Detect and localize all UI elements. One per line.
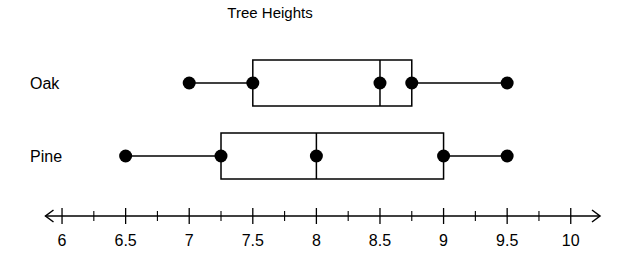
- x-tick: [507, 208, 508, 224]
- x-tick-label: 9: [439, 232, 448, 249]
- x-tick-label: 6.5: [114, 232, 136, 249]
- box: [221, 133, 444, 179]
- x-minor-tick: [220, 211, 221, 221]
- min-point: [119, 150, 132, 163]
- q3-point: [437, 150, 450, 163]
- category-label: Oak: [30, 75, 60, 92]
- x-minor-tick: [411, 211, 412, 221]
- x-tick-label: 8: [312, 232, 321, 249]
- x-tick: [379, 208, 380, 224]
- q3-point: [405, 77, 418, 90]
- x-tick-label: 10: [562, 232, 580, 249]
- axis-arrow: [592, 210, 600, 222]
- whisker: [189, 82, 253, 84]
- x-axis-line: [46, 215, 601, 217]
- x-tick: [252, 208, 253, 224]
- x-minor-tick: [284, 211, 285, 221]
- median-point: [373, 77, 386, 90]
- x-tick: [570, 208, 571, 224]
- x-minor-tick: [538, 211, 539, 221]
- title: Tree Heights: [227, 4, 312, 21]
- whisker: [412, 82, 507, 84]
- x-tick: [125, 208, 126, 224]
- median-point: [310, 150, 323, 163]
- chart: Tree Heights 6 6.5 7 7.5 8 8.5 9 9.5 10 Oak Pine: [0, 0, 620, 258]
- x-minor-tick: [93, 211, 94, 221]
- max-point: [501, 77, 514, 90]
- x-minor-tick: [348, 211, 349, 221]
- x-tick-label: 6: [58, 232, 67, 249]
- x-minor-tick: [157, 211, 158, 221]
- whisker: [126, 155, 221, 157]
- x-minor-tick: [475, 211, 476, 221]
- box: [253, 60, 412, 106]
- axis-arrow: [46, 210, 54, 222]
- x-tick: [443, 208, 444, 224]
- category-label: Pine: [30, 148, 62, 165]
- x-tick: [61, 208, 62, 224]
- x-tick-label: 9.5: [496, 232, 518, 249]
- x-tick-label: 7.5: [242, 232, 264, 249]
- min-point: [183, 77, 196, 90]
- q1-point: [246, 77, 259, 90]
- q1-point: [215, 150, 228, 163]
- x-tick: [189, 208, 190, 224]
- x-tick: [316, 208, 317, 224]
- max-point: [501, 150, 514, 163]
- whisker: [444, 155, 508, 157]
- x-tick-label: 8.5: [369, 232, 391, 249]
- x-tick-label: 7: [185, 232, 194, 249]
